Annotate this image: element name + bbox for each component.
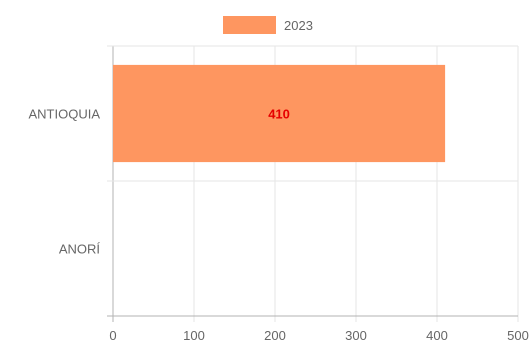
- x-axis-ticks: 0 100 200 300 400 500: [109, 328, 528, 343]
- legend-swatch-2023[interactable]: [223, 16, 276, 34]
- legend: 2023: [223, 16, 313, 34]
- y-tick-label: ANORÍ: [59, 242, 101, 257]
- x-tick-label: 200: [264, 328, 286, 343]
- data-label: 410: [268, 107, 290, 122]
- x-tick-label: 500: [507, 328, 529, 343]
- bar-antioquia[interactable]: [113, 64, 446, 163]
- data-labels: 410: [268, 107, 290, 122]
- bars: [113, 64, 446, 163]
- x-tick-label: 100: [183, 328, 205, 343]
- legend-label-2023[interactable]: 2023: [284, 18, 313, 33]
- y-tick-label: ANTIOQUIA: [28, 107, 100, 122]
- x-tick-label: 300: [345, 328, 367, 343]
- y-axis-ticks: ANTIOQUIA ANORÍ: [28, 107, 100, 257]
- x-tick-label: 400: [426, 328, 448, 343]
- x-tick-label: 0: [109, 328, 116, 343]
